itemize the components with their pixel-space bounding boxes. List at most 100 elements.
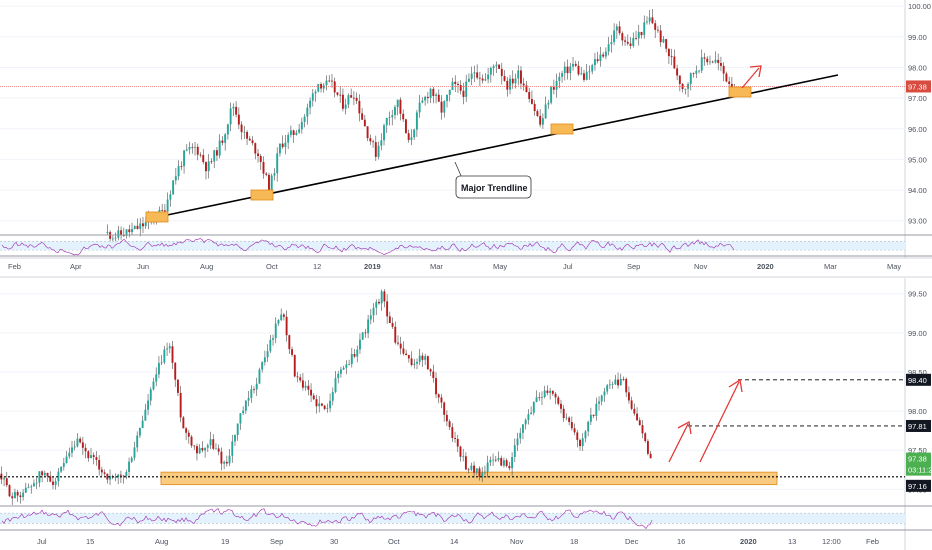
candle-body <box>33 483 35 487</box>
candle-body <box>185 149 188 151</box>
candle-body <box>282 314 285 317</box>
candle-body <box>606 385 609 392</box>
candle-body <box>342 367 345 370</box>
candle-body <box>358 100 361 114</box>
candle-body <box>462 456 465 458</box>
candle-body <box>220 451 223 464</box>
candle-body <box>465 81 468 97</box>
y-tick-label: 97.50 <box>908 446 927 455</box>
candle-body <box>310 389 313 396</box>
x-tick-label: Dec <box>625 537 639 546</box>
candle-body <box>396 99 399 108</box>
rsi-band <box>0 513 905 524</box>
x-tick-label: Aug <box>200 262 213 271</box>
candle-body <box>525 85 528 93</box>
candle-body <box>640 31 643 36</box>
candle-body <box>536 111 539 116</box>
candle-body <box>462 90 465 97</box>
candle-body <box>611 384 614 386</box>
candle-body <box>318 403 321 407</box>
candle-body <box>38 471 41 483</box>
candle-body <box>454 437 456 439</box>
candle-body <box>613 30 616 43</box>
candle-body <box>239 413 242 424</box>
candle-body <box>288 335 291 350</box>
candle-body <box>348 364 351 365</box>
candle-body <box>470 73 473 79</box>
candle-body <box>648 17 651 22</box>
target-arrow-2 <box>699 381 740 463</box>
y-tick-label: 94.00 <box>908 186 927 195</box>
candle-body <box>179 392 182 418</box>
candle-body <box>209 439 212 446</box>
candle-body <box>621 33 624 41</box>
target-arrow-1 <box>668 423 689 463</box>
candle-body <box>673 56 676 69</box>
candle-body <box>16 491 19 496</box>
y-tick-label: 95.00 <box>908 155 927 164</box>
candle-body <box>201 447 204 451</box>
candle-body <box>550 87 553 103</box>
candle-body <box>576 432 579 440</box>
candle-body <box>60 466 63 472</box>
candle-body <box>367 319 370 334</box>
candle-body <box>185 428 188 433</box>
candle-body <box>92 455 95 458</box>
candle-body <box>103 472 106 474</box>
candle-body <box>194 146 196 148</box>
candle-body <box>54 481 57 485</box>
candle-body <box>333 81 336 93</box>
candle-body <box>226 124 229 135</box>
candle-body <box>467 469 470 471</box>
candle-body <box>551 390 554 394</box>
candle-body <box>114 237 117 239</box>
candle-body <box>509 78 511 90</box>
candle-body <box>257 153 259 157</box>
candle-body <box>193 445 196 447</box>
candle-body <box>261 362 264 370</box>
candle-body <box>592 414 595 416</box>
candle-body <box>234 435 236 442</box>
candle-body <box>511 456 514 469</box>
candle-body <box>224 134 227 143</box>
candle-body <box>174 362 177 380</box>
candle-body <box>180 166 183 167</box>
candle-body <box>659 30 662 43</box>
candle-body <box>443 402 446 415</box>
top-time-axis: Feb Apr Jun Aug Oct 12 2019 Mar May Jul Sep Nov 2020… <box>0 257 932 278</box>
candle-body <box>635 37 637 39</box>
candle-body <box>622 378 625 380</box>
candle-body <box>629 43 632 46</box>
x-tick-label: Feb <box>866 537 879 546</box>
candle-body <box>331 80 333 82</box>
candle-body <box>188 147 191 150</box>
candle-body <box>35 482 38 484</box>
candle-body <box>217 448 220 452</box>
candle-body <box>530 99 533 104</box>
candle-body <box>607 44 610 52</box>
candle-body <box>176 379 179 393</box>
candle-body <box>579 439 581 447</box>
candle-body <box>513 445 516 457</box>
candle-body <box>643 22 646 36</box>
candle-body <box>587 421 590 432</box>
candle-body <box>268 174 270 194</box>
candle-body <box>630 400 633 409</box>
candle-body <box>65 456 68 464</box>
candle-body <box>253 389 255 391</box>
candle-body <box>719 63 722 66</box>
candle-body <box>615 26 618 31</box>
candle-body <box>163 210 166 212</box>
candle-body <box>339 94 342 96</box>
candle-body <box>568 417 571 423</box>
candle-body <box>451 427 454 438</box>
x-tick-label: Jul <box>37 537 47 546</box>
candle-body <box>190 436 193 446</box>
x-tick-label: 12 <box>313 262 321 271</box>
candle-body <box>139 223 142 229</box>
candle-body <box>638 420 641 426</box>
candle-body <box>125 229 128 236</box>
candle-body <box>572 63 574 67</box>
candle-body <box>728 81 731 84</box>
candle-body <box>274 323 277 339</box>
